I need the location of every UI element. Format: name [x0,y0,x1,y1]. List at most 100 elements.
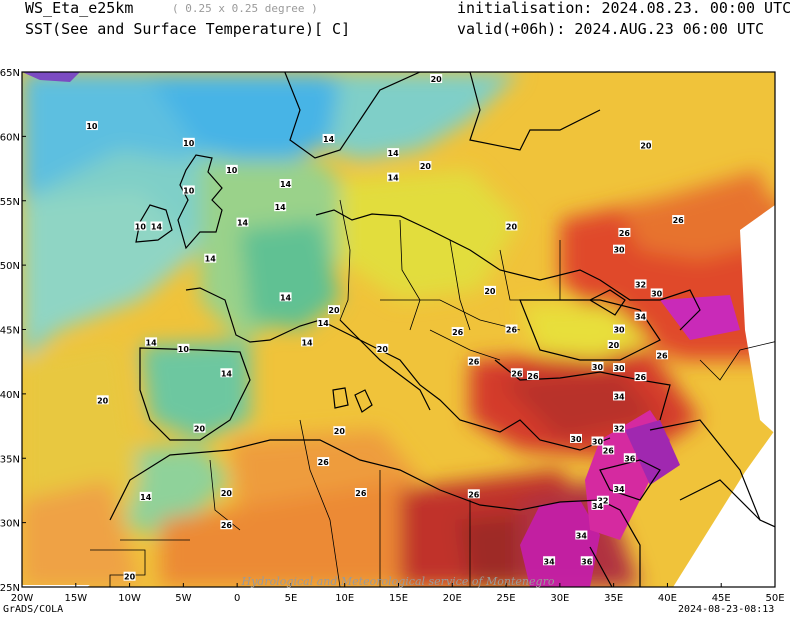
contour-label-bg [483,285,496,295]
lon-label: 10W [118,593,141,604]
contour-label-bg [634,311,647,321]
contour-label-bg [526,370,539,380]
contour-label-bg [591,361,604,371]
contour-label: 14 [221,369,233,378]
contour-label-bg [613,244,626,254]
contour-label: 14 [318,319,330,328]
contour-label-bg [134,221,147,231]
contour-label: 30 [613,364,625,373]
model-name: WS_Eta_e25km [25,0,134,17]
contour-label-bg [301,337,314,347]
contour-label: 20 [221,489,233,498]
contour-label-bg [204,253,217,263]
contour-label-bg [591,436,604,446]
lon-label: 35E [604,593,623,604]
contour-label: 20 [506,223,518,232]
contour-label-bg [220,368,233,378]
contour-label: 26 [603,447,615,456]
contour-label: 14 [388,149,400,158]
lon-label: 10E [335,593,354,604]
latitude-labels: 65N 60N 55N 50N 45N 40N 35N 30N 25N [0,68,26,594]
lon-label: 45E [712,593,731,604]
contour-label: 10 [183,139,195,148]
lat-label: 40N [0,390,20,401]
lon-label: 40E [658,593,677,604]
contour-label: 26 [656,351,668,360]
contour-label-bg [317,457,330,467]
contour-label: 26 [673,216,685,225]
contour-label: 20 [608,341,620,350]
contour-label: 34 [544,557,556,566]
contour-label-bg [596,495,609,505]
contour-label-bg [618,227,631,237]
lat-label: 60N [0,132,20,143]
contour-label-bg [182,185,195,195]
contour-label: 26 [619,229,631,238]
contour-label: 10 [178,345,190,354]
temperature-field [22,72,775,587]
contour-label: 14 [280,180,292,189]
contour-label-bg [613,484,626,494]
contour-label: 10 [135,223,147,232]
lon-label: 15E [389,593,408,604]
contour-label-bg [569,433,582,443]
lon-label: 15W [64,593,87,604]
contour-label: 34 [613,392,625,401]
contour-label-bg [623,453,636,463]
lon-label: 25E [497,593,516,604]
contour-label-bg [639,140,652,150]
contour-label: 20 [334,427,346,436]
contour-label-bg [650,288,663,298]
contour-label: 34 [576,532,588,541]
lon-label: 0 [234,593,240,604]
contour-label-bg [182,137,195,147]
contour-label-bg [150,221,163,231]
contour-label: 14 [275,203,287,212]
lon-label: 20W [11,593,34,604]
contour-label-bg [634,372,647,382]
contour-label-bg [274,202,287,212]
lat-label: 25N [0,583,20,594]
contour-label: 14 [151,223,163,232]
contour-label: 26 [527,372,539,381]
footer-credit: GrADS/COLA [3,604,64,615]
contour-label-bg [602,445,615,455]
contour-label-bg [543,556,556,566]
contour-label: 10 [183,186,195,195]
contour-label: 20 [640,141,652,150]
contour-label-bg [613,423,626,433]
contour-label-bg [354,488,367,498]
contour-label: 14 [146,338,158,347]
contour-label-bg [613,391,626,401]
contour-label: 34 [613,485,625,494]
contour-label-bg [220,488,233,498]
footer-timestamp: 2024-08-23-08:13 [678,604,775,615]
contour-label: 26 [511,369,523,378]
contour-label-bg [177,343,190,353]
contour-label-bg [672,215,685,225]
contour-label: 36 [581,557,593,566]
contour-label: 26 [468,358,480,367]
lat-label: 30N [0,519,20,530]
contour-label: 20 [484,287,496,296]
contour-label-bg [193,423,206,433]
coastlines [109,72,775,587]
contour-label-bg [279,179,292,189]
contour-label: 34 [592,502,604,511]
contour-label-bg [85,121,98,131]
contour-label-bg [467,356,480,366]
contour-label: 32 [613,425,624,434]
contour-label: 26 [506,326,518,335]
field-title: SST(See and Surface Temperature)[ C] [25,20,351,38]
contour-label-bg [575,530,588,540]
lon-label: 5E [285,593,298,604]
contour-label-bg [430,74,443,83]
contour-label-bg [123,571,136,581]
contour-label: 14 [205,255,217,264]
contour-label: 20 [97,396,109,405]
contour-label: 14 [237,219,249,228]
initialisation-time: initialisation: 2024.08.23. 00:00 UTC [457,0,792,17]
contour-label: 30 [613,326,625,335]
contour-label-bg [467,489,480,499]
